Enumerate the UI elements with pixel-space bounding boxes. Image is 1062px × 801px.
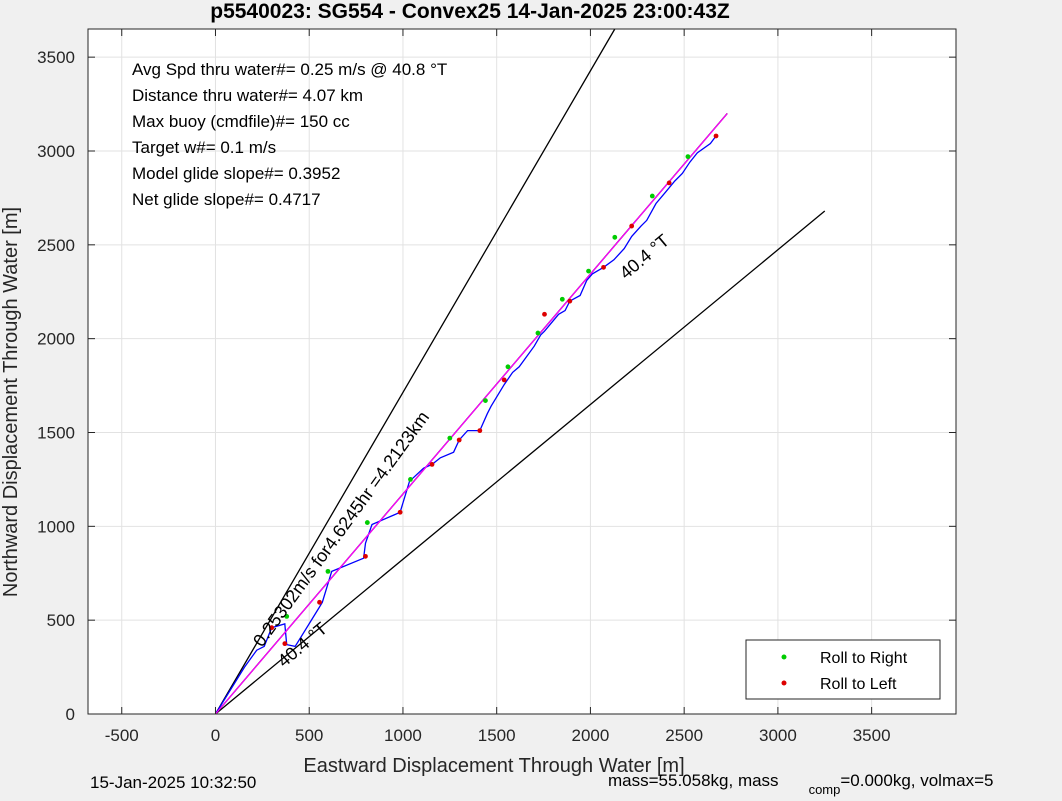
info-line: Max buoy (cmdfile)#= 150 cc xyxy=(132,112,350,131)
reference-line xyxy=(215,210,826,715)
roll-left-point xyxy=(567,298,573,304)
roll-left-point xyxy=(269,625,275,631)
info-line: Model glide slope#= 0.3952 xyxy=(132,164,340,183)
y-tick-label: 500 xyxy=(47,611,75,630)
roll-right-point xyxy=(505,364,511,370)
y-tick-label: 2000 xyxy=(37,330,75,349)
roll-left-point xyxy=(629,223,635,229)
mass-text: mass=55.058kg, mass xyxy=(608,771,779,790)
roll-left-point xyxy=(429,461,435,467)
x-tick-label: 0 xyxy=(211,726,220,745)
x-tick-label: 3500 xyxy=(853,726,891,745)
grid xyxy=(88,29,956,715)
reference-line xyxy=(214,28,616,715)
info-line: Target w#= 0.1 m/s xyxy=(132,138,276,157)
roll-left-point xyxy=(397,509,403,515)
info-line: Avg Spd thru water#= 0.25 m/s @ 40.8 °T xyxy=(132,60,447,79)
roll-right-point xyxy=(685,154,691,160)
roll-right-point xyxy=(364,520,370,525)
series-layer xyxy=(214,113,728,715)
y-tick-label: 1500 xyxy=(37,423,75,442)
roll-left-point xyxy=(282,641,288,647)
plot-background xyxy=(88,29,956,714)
roll-left-point xyxy=(363,553,368,559)
mass-tail-text: =0.000kg, volmax=5 xyxy=(840,771,994,790)
roll-left-point xyxy=(477,428,483,434)
footer-date: 15-Jan-2025 10:32:50 xyxy=(90,773,257,792)
info-line: Net glide slope#= 0.4717 xyxy=(132,190,321,209)
roll-left-point xyxy=(666,180,672,186)
legend-marker-roll-left xyxy=(781,680,787,686)
roll-left-point xyxy=(542,311,547,317)
info-line: Distance thru water#= 4.07 km xyxy=(132,86,363,105)
roll-left-point xyxy=(601,264,606,270)
y-tick-label: 0 xyxy=(66,705,75,724)
roll-right-point xyxy=(483,398,488,403)
x-tick-label: -500 xyxy=(105,726,139,745)
legend-marker-roll-right xyxy=(781,654,787,660)
legend-label-roll-left: Roll to Left xyxy=(820,676,897,693)
legend-label-roll-right: Roll to Right xyxy=(820,650,908,667)
x-tick-label: 1500 xyxy=(478,726,516,745)
series-line-model xyxy=(215,113,728,715)
roll-left-point xyxy=(456,437,462,443)
chart-title: p5540023: SG554 - Convex25 14-Jan-2025 2… xyxy=(210,0,730,23)
mass-comp-subscript: comp xyxy=(808,782,841,797)
y-axis-label: Northward Displacement Through Water [m] xyxy=(0,207,22,597)
ticks: -500 0 500 1000 1500 2000 2500 3000 3500 0 500 1000… xyxy=(37,29,956,745)
footer-mass: mass=55.058kg, mass comp=0.000kg, volmax=… xyxy=(608,771,994,797)
roll-points xyxy=(269,133,719,647)
info-block: Avg Spd thru water#= 0.25 m/s @ 40.8 °T … xyxy=(132,60,447,209)
plot-frame xyxy=(87,28,957,715)
roll-left-point xyxy=(713,133,719,139)
roll-right-point xyxy=(408,477,413,482)
roll-right-point xyxy=(284,614,290,619)
y-tick-label: 3500 xyxy=(37,48,75,67)
roll-right-point xyxy=(559,296,565,302)
roll-right-point xyxy=(325,568,331,574)
y-tick-label: 2500 xyxy=(37,236,75,255)
x-tick-label: 1000 xyxy=(384,726,422,745)
y-tick-label: 3000 xyxy=(37,142,75,161)
roll-right-point xyxy=(535,330,541,336)
x-tick-label: 2500 xyxy=(665,726,703,745)
roll-right-point xyxy=(649,193,655,199)
series-line-track xyxy=(214,135,717,715)
legend-box xyxy=(745,639,941,700)
roll-left-point xyxy=(501,377,507,383)
roll-left-point xyxy=(317,599,322,605)
x-tick-label: 3000 xyxy=(759,726,797,745)
roll-right-point xyxy=(586,268,591,274)
legend: Roll to Right Roll to Left xyxy=(745,639,941,700)
x-tick-label: 500 xyxy=(295,726,323,745)
roll-right-point xyxy=(612,234,618,240)
x-tick-label: 2000 xyxy=(572,726,610,745)
roll-right-point xyxy=(447,435,453,441)
x-axis-label: Eastward Displacement Through Water [m] xyxy=(303,755,684,777)
y-tick-label: 1000 xyxy=(37,517,75,536)
